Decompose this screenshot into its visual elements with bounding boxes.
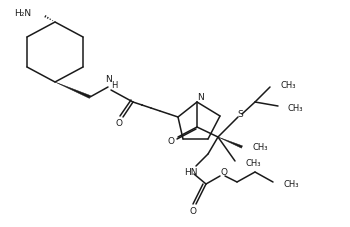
Polygon shape: [218, 137, 243, 148]
Text: H₂N: H₂N: [14, 8, 31, 17]
Text: O: O: [220, 168, 228, 177]
Text: N: N: [198, 93, 204, 102]
Text: N: N: [105, 75, 111, 84]
Text: CH₃: CH₃: [246, 159, 261, 168]
Polygon shape: [55, 83, 91, 99]
Text: CH₃: CH₃: [253, 143, 268, 152]
Text: HN: HN: [184, 168, 198, 177]
Text: O: O: [168, 137, 175, 146]
Text: O: O: [189, 207, 196, 216]
Text: O: O: [116, 119, 122, 128]
Text: CH₃: CH₃: [284, 180, 300, 189]
Text: S: S: [237, 110, 243, 119]
Text: CH₃: CH₃: [288, 104, 303, 113]
Text: CH₃: CH₃: [281, 81, 296, 90]
Text: H: H: [111, 81, 117, 90]
